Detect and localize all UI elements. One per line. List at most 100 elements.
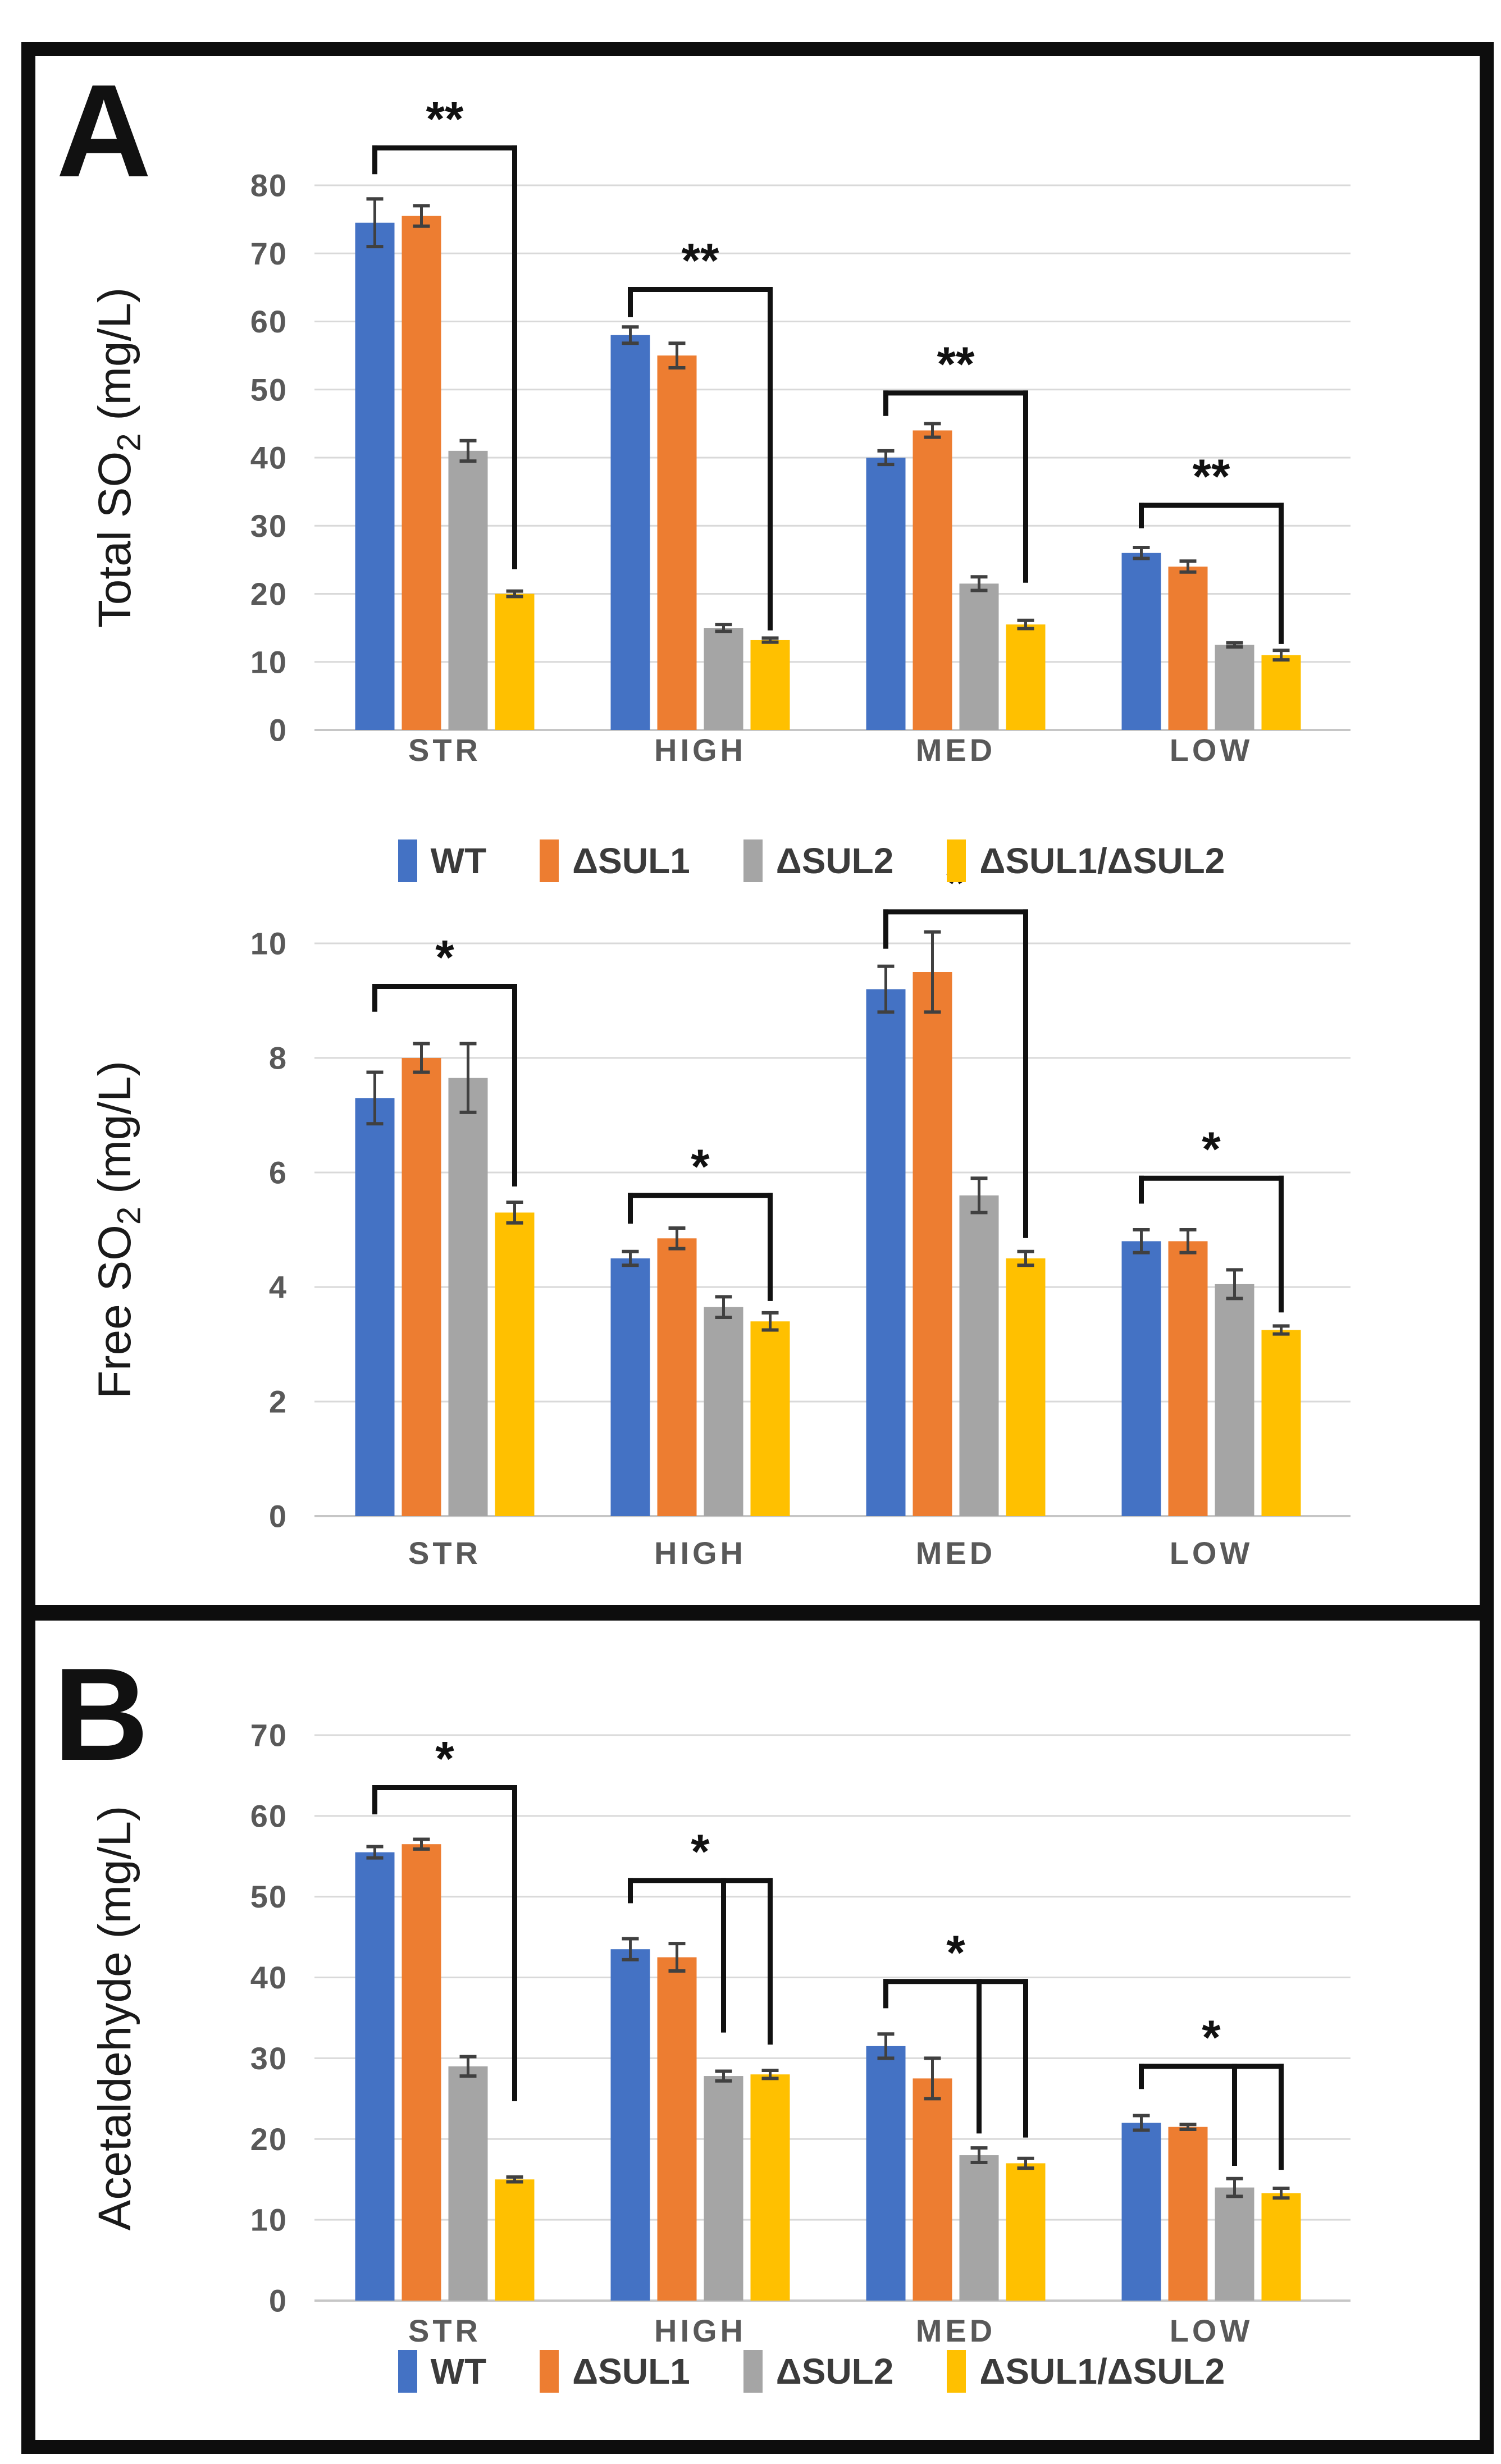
bar-dsul1-med: [913, 430, 952, 730]
legend-swatch-wt: [398, 2350, 417, 2393]
y-tick-label: 10: [250, 2202, 288, 2238]
bar-dsul1-dsul2-high: [750, 640, 790, 730]
bar-dsul1-low: [1168, 1241, 1208, 1516]
x-category-label-low: LOW: [1170, 1535, 1253, 1571]
y-tick-label: 20: [250, 2121, 288, 2157]
x-category-label-med: MED: [916, 2313, 996, 2348]
y-tick-label: 60: [250, 1798, 288, 1833]
x-category-label-med: MED: [916, 732, 996, 768]
y-tick-label: 80: [250, 168, 288, 203]
legend-swatch-dsul2: [743, 2350, 763, 2393]
bar-dsul1-dsul2-low: [1261, 2193, 1301, 2301]
y-tick-label: 20: [250, 576, 288, 612]
legend-swatch-dsul1: [540, 2350, 559, 2393]
legend-item-dsul1-dsul2: ΔSUL1/ΔSUL2: [947, 839, 1225, 882]
bar-dsul2-high: [704, 2076, 743, 2301]
legend-item-wt: WT: [398, 839, 487, 882]
bar-dsul2-low: [1215, 1284, 1254, 1516]
bar-dsul1-med: [913, 2078, 952, 2301]
y-tick-label: 40: [250, 440, 288, 476]
bar-dsul2-high: [704, 1307, 743, 1516]
bar-dsul1-dsul2-str: [495, 594, 535, 730]
significance-bracket-high: [628, 1193, 773, 1301]
bar-dsul2-high: [704, 628, 743, 730]
significance-bracket-med: [883, 1979, 1028, 2138]
legend-label-wt: WT: [430, 841, 487, 881]
bar-dsul1-med: [913, 972, 952, 1516]
x-category-label-str: STR: [408, 1535, 481, 1571]
significance-bracket-high: [628, 1878, 773, 2045]
legend-label-dsul2: ΔSUL2: [775, 841, 894, 881]
legend-panel-a: WT ΔSUL1 ΔSUL2 ΔSUL1/ΔSUL2: [236, 836, 1387, 886]
bar-dsul2-med: [959, 583, 999, 730]
significance-label: *: [691, 1825, 710, 1879]
bar-wt-str: [355, 1098, 395, 1516]
panel-b-label: B: [53, 1640, 149, 1788]
bar-dsul1-dsul2-high: [750, 2074, 790, 2301]
significance-bracket-str: [372, 1785, 517, 2101]
significance-label: *: [691, 1140, 710, 1194]
y-tick-label: 60: [250, 304, 288, 339]
significance-bracket-med: [883, 909, 1028, 1238]
legend-label-dsul2: ΔSUL2: [775, 2351, 894, 2392]
bar-dsul1-low: [1168, 567, 1208, 730]
bar-dsul1-low: [1168, 2127, 1208, 2301]
bar-wt-str: [355, 222, 395, 730]
significance-bracket-high: [628, 287, 773, 631]
bar-dsul1-high: [657, 1957, 697, 2301]
x-category-label-med: MED: [916, 1535, 996, 1571]
bar-wt-low: [1121, 1241, 1161, 1516]
bar-wt-high: [610, 1949, 650, 2301]
bar-dsul1-dsul2-str: [495, 2179, 535, 2301]
significance-label: *: [1202, 2011, 1221, 2065]
panel-a-label: A: [56, 57, 152, 204]
significance-label: *: [435, 931, 454, 985]
bar-dsul1-dsul2-str: [495, 1212, 535, 1516]
y-tick-label: 30: [250, 2041, 288, 2076]
bar-dsul2-str: [448, 2066, 488, 2301]
legend-item-dsul2: ΔSUL2: [743, 2350, 894, 2393]
y-tick-label: 8: [269, 1041, 288, 1076]
legend-swatch-dsul1-dsul2: [947, 839, 966, 882]
bar-wt-low: [1121, 553, 1161, 730]
bar-dsul1-dsul2-med: [1006, 1258, 1046, 1516]
legend-label-dsul1-dsul2: ΔSUL1/ΔSUL2: [979, 841, 1225, 881]
panel-divider-line: [21, 1605, 1494, 1621]
bar-dsul2-med: [959, 1195, 999, 1516]
bar-wt-med: [866, 2046, 906, 2301]
legend-swatch-wt: [398, 839, 417, 882]
bar-dsul1-dsul2-med: [1006, 624, 1046, 730]
bar-dsul1-high: [657, 355, 697, 730]
y-tick-label: 0: [269, 1499, 288, 1534]
y-tick-label: 30: [250, 508, 288, 544]
bar-dsul1-dsul2-high: [750, 1321, 790, 1516]
y-tick-label: 0: [269, 2283, 288, 2319]
legend-item-dsul1-dsul2: ΔSUL1/ΔSUL2: [947, 2350, 1225, 2393]
bar-dsul2-low: [1215, 2187, 1254, 2301]
bar-dsul1-dsul2-med: [1006, 2163, 1046, 2301]
significance-label: *: [946, 1926, 965, 1980]
legend-item-dsul1: ΔSUL1: [540, 2350, 690, 2393]
bar-wt-str: [355, 1852, 395, 2301]
y-tick-label: 10: [250, 644, 288, 679]
y-tick-label: 2: [269, 1384, 288, 1420]
significance-label: **: [682, 234, 719, 288]
significance-label: *: [1202, 1123, 1221, 1176]
bar-wt-med: [866, 458, 906, 730]
bar-wt-med: [866, 989, 906, 1516]
significance-bracket-str: [372, 984, 517, 1187]
significance-bracket-low: [1139, 1175, 1284, 1313]
y-tick-label: 50: [250, 372, 288, 407]
legend-label-dsul1-dsul2: ΔSUL1/ΔSUL2: [979, 2351, 1225, 2392]
y-tick-label: 6: [269, 1155, 288, 1190]
bar-dsul1-dsul2-low: [1261, 1330, 1301, 1516]
significance-bracket-low: [1139, 2064, 1284, 2170]
significance-label: *: [435, 1732, 454, 1786]
legend-label-wt: WT: [430, 2351, 487, 2392]
x-category-label-low: LOW: [1170, 732, 1253, 768]
bar-wt-low: [1121, 2123, 1161, 2301]
y-tick-label: 40: [250, 1960, 288, 1995]
y-tick-label: 50: [250, 1879, 288, 1914]
bar-dsul2-med: [959, 2155, 999, 2301]
